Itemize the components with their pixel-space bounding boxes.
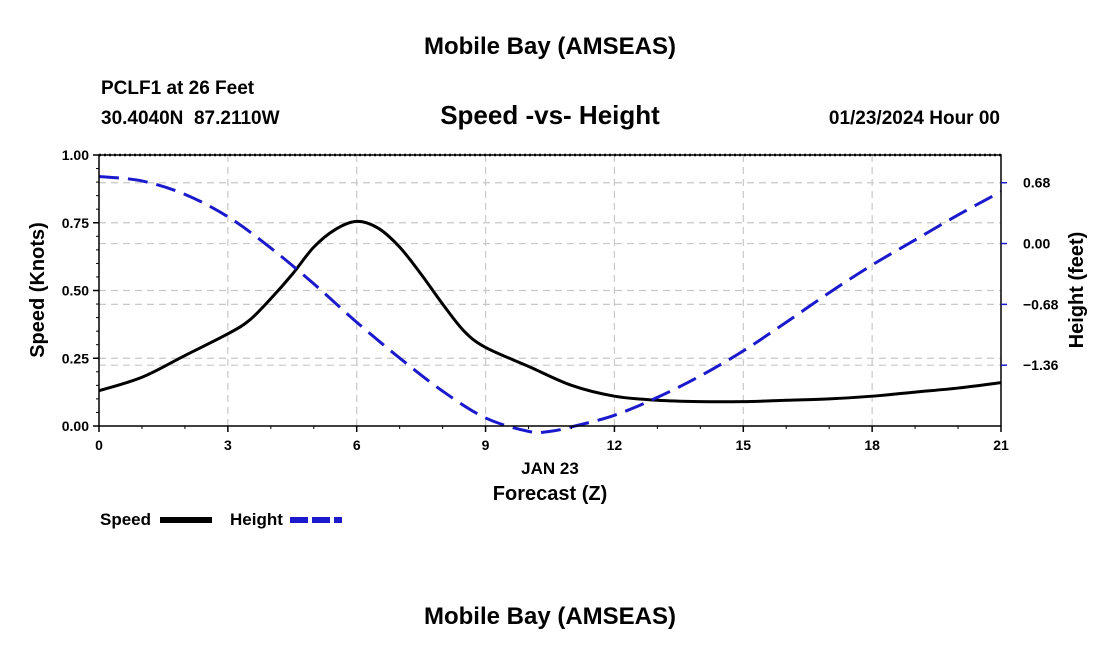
y2-axis-label: Height (feet): [1066, 232, 1088, 349]
legend: Speed Height: [100, 510, 342, 529]
x-tick-label: 9: [482, 437, 490, 453]
series-line-height: [98, 174, 1002, 435]
y-tick-label: 0.50: [62, 283, 89, 299]
ticks: 0 3 6 9 12 15 18 21 0.00 0.25 0.50 0.75 1.00 0.68 0.00…: [62, 147, 1059, 453]
chart-title: Speed -vs- Height: [440, 100, 660, 130]
footer-title: Mobile Bay (AMSEAS): [424, 603, 676, 630]
y2-tick-label: 0.00: [1023, 236, 1050, 252]
y2-tick-label: 0.68: [1023, 175, 1050, 191]
y-tick-label: 0.75: [62, 215, 89, 231]
datetime-label: 01/23/2024 Hour 00: [829, 108, 1000, 129]
y2-tick-label: −0.68: [1023, 296, 1059, 312]
y-axis-label: Speed (Knots): [27, 222, 49, 358]
series-layer: [98, 174, 1002, 435]
y2-tick-label: −1.36: [1023, 357, 1059, 373]
legend-label-height: Height: [230, 510, 283, 529]
x-tick-label: 15: [735, 437, 751, 453]
x-axis-label: Forecast (Z): [493, 483, 607, 505]
y-tick-label: 1.00: [62, 147, 89, 163]
coordinates-label: 30.4040N 87.2110W: [101, 108, 280, 129]
x-tick-label: 3: [224, 437, 232, 453]
x-tick-label: 12: [607, 437, 623, 453]
page-title: Mobile Bay (AMSEAS): [424, 33, 676, 60]
legend-label-speed: Speed: [100, 510, 151, 529]
series-line-speed: [98, 219, 1002, 404]
y-tick-label: 0.25: [62, 350, 89, 366]
x-tick-label: 18: [864, 437, 880, 453]
x-tick-label: 6: [353, 437, 361, 453]
y-tick-label: 0.00: [62, 418, 89, 434]
x-tick-label: 21: [993, 437, 1009, 453]
station-label: PCLF1 at 26 Feet: [101, 78, 255, 99]
x-date-label: JAN 23: [521, 459, 579, 478]
grid: [99, 153, 1001, 426]
x-tick-label: 0: [95, 437, 103, 453]
